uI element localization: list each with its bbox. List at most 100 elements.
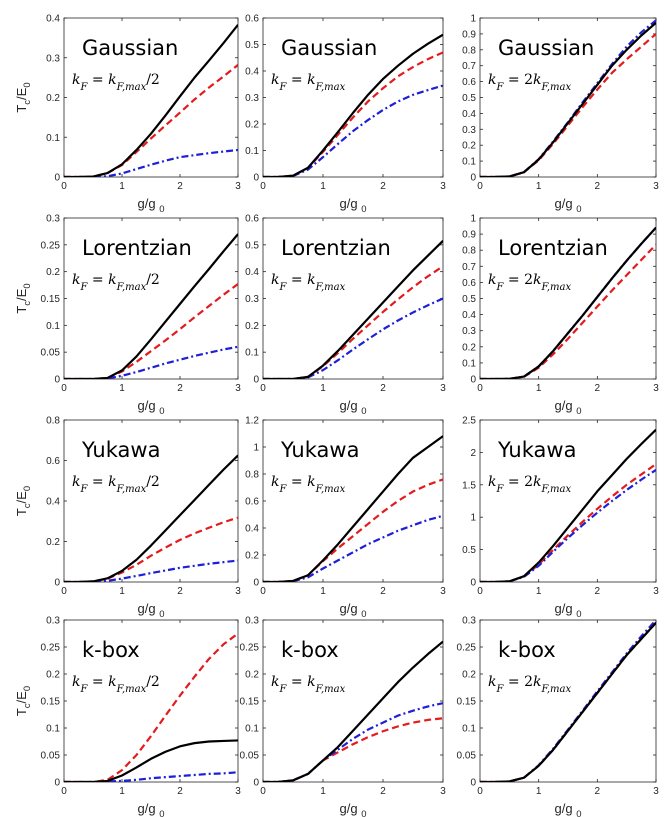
x-tick-label: 1 (536, 383, 542, 394)
series-line (64, 64, 238, 177)
y-tick-label: 0.2 (245, 321, 259, 332)
y-tick-label: 0.4 (462, 109, 476, 120)
x-tick-label: 1 (119, 786, 125, 797)
series-line (64, 739, 238, 782)
chart-panel: 0 1 2 3 0 0.05 0.1 0.15 0.2 0.25 0.3 g/g 0 k-box kF =… (240, 616, 447, 817)
panel-title: Lorentzian (281, 236, 391, 260)
y-tick-label: 0 (54, 375, 60, 386)
x-tick-label: 3 (653, 181, 659, 192)
y-tick-label: 2.5 (462, 416, 476, 427)
y-tick-label: 0 (54, 578, 60, 589)
panel-annotation: kF = 2kF,max (488, 674, 571, 695)
y-tick-label: 0.8 (46, 416, 60, 427)
y-tick-label: 1 (470, 214, 476, 225)
chart-panel: 0 1 2 3 0 0.05 0.1 0.15 0.2 0.25 0.3 g/g 0 Tc/E0 Lore… (14, 214, 241, 418)
y-tick-label: 0.5 (245, 240, 259, 251)
x-tick-label: 1 (119, 383, 125, 394)
x-axis-label: g/g 0 (555, 196, 582, 215)
y-tick-label: 0 (470, 173, 476, 184)
y-tick-label: 0.1 (46, 321, 60, 332)
series-line (263, 435, 443, 582)
x-tick-label: 3 (440, 586, 446, 597)
chart-panel: 0 1 2 3 0 0.2 0.4 0.6 0.8 g/g 0 Tc/E0 Yukawa kF = kF… (14, 416, 241, 621)
panel-annotation: kF = kF,max (271, 272, 346, 293)
y-tick-label: 0 (54, 778, 60, 789)
y-tick-label: 2 (470, 448, 476, 459)
x-tick-label: 1 (536, 181, 542, 192)
y-tick-label: 0.4 (245, 524, 259, 535)
series-line (480, 428, 656, 582)
chart-panel: 0 1 2 3 0 0.1 0.2 0.3 0.4 0.5 0.6 g/g 0 Gaussian kF =… (245, 14, 446, 216)
series-line (64, 771, 238, 782)
panel-title: Gaussian (498, 36, 594, 60)
series-line (64, 632, 238, 782)
x-tick-label: 3 (235, 181, 241, 192)
x-tick-label: 2 (177, 383, 183, 394)
series-line (64, 283, 238, 379)
y-tick-label: 0.8 (245, 470, 259, 481)
y-tick-label: 0.2 (245, 670, 259, 681)
series-line (64, 24, 238, 177)
chart-panel: 0 1 2 3 0 0.05 0.1 0.15 0.2 0.25 0.3 g/g 0 Tc/E0 k-bo… (14, 616, 241, 817)
y-tick-label: 0.5 (462, 545, 476, 556)
y-tick-label: 0.05 (41, 751, 61, 762)
panel-title: Yukawa (81, 438, 160, 462)
y-tick-label: 0 (253, 375, 259, 386)
y-tick-label: 0.4 (462, 310, 476, 321)
panel-annotation: kF = kF,max/2 (72, 674, 160, 695)
x-tick-label: 3 (653, 786, 659, 797)
chart-panel: 0 1 2 3 0 0.1 0.2 0.3 0.4 0.5 0.6 g/g 0 Lorentzian kF… (245, 214, 446, 418)
x-tick-label: 0 (260, 383, 266, 394)
panel-annotation: kF = kF,max (271, 674, 346, 695)
y-tick-label: 0 (54, 173, 60, 184)
panel-annotation: kF = 2kF,max (488, 272, 571, 293)
y-axis-label: Tc/E0 (14, 686, 33, 716)
x-tick-label: 1 (536, 586, 542, 597)
x-tick-label: 1 (119, 181, 125, 192)
y-axis-label: Tc/E0 (14, 82, 33, 112)
x-tick-label: 0 (260, 586, 266, 597)
y-tick-label: 0.05 (240, 751, 260, 762)
x-tick-label: 2 (177, 181, 183, 192)
x-tick-label: 1 (119, 586, 125, 597)
series-line (263, 265, 443, 379)
panel-title: Yukawa (497, 438, 576, 462)
y-tick-label: 0 (470, 375, 476, 386)
x-tick-label: 3 (440, 383, 446, 394)
y-tick-label: 1.2 (245, 416, 259, 427)
y-tick-label: 0.15 (457, 697, 477, 708)
x-tick-label: 2 (595, 786, 601, 797)
panel-annotation: kF = 2kF,max (488, 72, 571, 93)
y-tick-label: 0.1 (245, 146, 259, 157)
x-tick-label: 2 (595, 586, 601, 597)
panel-title: k-box (281, 638, 339, 662)
x-axis-label: g/g 0 (340, 196, 367, 215)
panel-title: Gaussian (82, 36, 178, 60)
x-axis-label: g/g 0 (555, 398, 582, 417)
y-tick-label: 0.2 (245, 551, 259, 562)
y-tick-label: 0.3 (462, 326, 476, 337)
x-axis-label: g/g 0 (138, 601, 165, 620)
x-tick-label: 2 (177, 586, 183, 597)
y-tick-label: 0.25 (41, 643, 61, 654)
y-tick-label: 0.7 (462, 262, 476, 273)
y-tick-label: 0.3 (245, 294, 259, 305)
series-line (263, 297, 443, 379)
x-tick-label: 3 (653, 383, 659, 394)
x-axis-label: g/g 0 (340, 398, 367, 417)
series-line (480, 621, 656, 782)
y-tick-label: 0.15 (240, 697, 260, 708)
panel-annotation: kF = kF,max/2 (72, 474, 160, 495)
series-line (64, 454, 238, 582)
x-tick-label: 2 (380, 181, 386, 192)
y-tick-label: 0 (470, 578, 476, 589)
series-line (263, 717, 443, 782)
y-tick-label: 0.4 (46, 14, 60, 25)
series-line (480, 226, 656, 379)
y-tick-label: 0.2 (46, 93, 60, 104)
y-tick-label: 0.2 (46, 537, 60, 548)
y-tick-label: 0.3 (462, 125, 476, 136)
y-tick-label: 0.1 (245, 348, 259, 359)
panel-title: k-box (82, 638, 140, 662)
